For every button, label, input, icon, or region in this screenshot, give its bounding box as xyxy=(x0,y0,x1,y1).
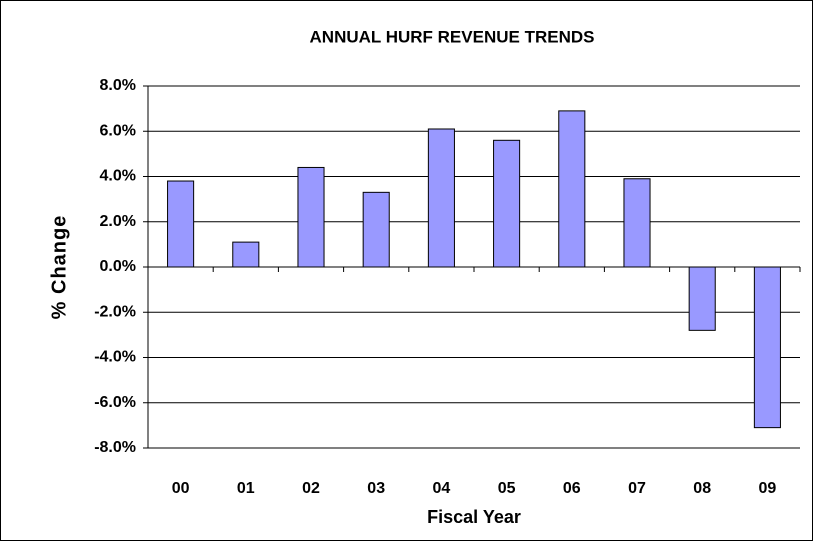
x-tick-label: 05 xyxy=(498,480,516,497)
x-tick-label: 04 xyxy=(433,480,451,497)
bar xyxy=(232,241,260,268)
x-tick-label: 01 xyxy=(237,480,255,497)
x-tick-label: 03 xyxy=(367,480,385,497)
x-tick-label: 02 xyxy=(302,480,320,497)
y-tick-label: 8.0% xyxy=(100,77,136,94)
x-tick-label: 06 xyxy=(563,480,581,497)
bar xyxy=(753,266,781,429)
bar xyxy=(623,178,651,268)
bar xyxy=(167,180,195,268)
x-tick-label: 00 xyxy=(172,480,190,497)
y-axis-title: % Change xyxy=(48,215,70,320)
bar xyxy=(493,139,521,268)
y-tick-label: -4.0% xyxy=(94,349,136,366)
y-tick-label: 0.0% xyxy=(100,258,136,275)
y-tick-label: -2.0% xyxy=(94,303,136,320)
x-tick-label: 08 xyxy=(693,480,711,497)
bar xyxy=(297,166,325,268)
y-tick-label: 2.0% xyxy=(100,213,136,230)
bar xyxy=(362,191,390,268)
chart-title: ANNUAL HURF REVENUE TRENDS xyxy=(310,27,595,46)
x-axis-title: Fiscal Year xyxy=(427,507,521,527)
bar xyxy=(427,128,455,268)
y-tick-label: 4.0% xyxy=(100,168,136,185)
bar xyxy=(558,110,586,268)
bar xyxy=(688,266,716,331)
x-tick-label: 07 xyxy=(628,480,646,497)
x-tick-label: 09 xyxy=(759,480,777,497)
y-tick-label: 6.0% xyxy=(100,122,136,139)
y-tick-label: -8.0% xyxy=(94,439,136,456)
y-tick-label: -6.0% xyxy=(94,394,136,411)
